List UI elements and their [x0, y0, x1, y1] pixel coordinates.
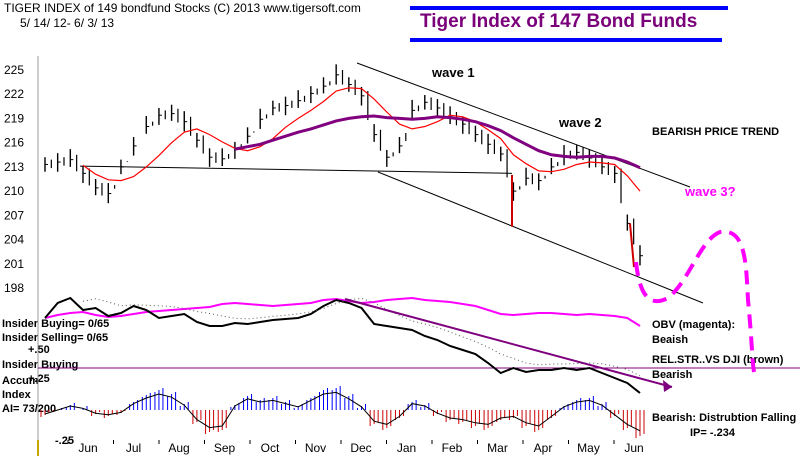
x-tick-label: Mar [487, 441, 508, 455]
wave3-label: wave 3? [685, 184, 736, 199]
y-tick-label: 213 [4, 160, 24, 174]
y-tick-label: 210 [4, 184, 24, 198]
x-tick-label: Aug [168, 441, 189, 455]
y-tick-label: 201 [4, 257, 24, 271]
ai-label: AI= 73/200 [2, 403, 57, 415]
x-tick-label: Sep [214, 441, 236, 455]
wave2-label: wave 2 [559, 115, 602, 130]
index-label: Index [2, 389, 31, 401]
channel-lower-line [377, 171, 704, 304]
y-tick-label: 225 [4, 63, 24, 77]
x-tick-label: May [577, 441, 600, 455]
accum-curve [44, 391, 641, 432]
relstr-state: Bearish [652, 369, 693, 381]
x-tick-label: Feb [442, 441, 463, 455]
obv-state: Beaish [652, 334, 689, 346]
trend-label: BEARISH PRICE TREND [652, 126, 780, 138]
obv-line [44, 296, 641, 327]
relstr-line [44, 296, 641, 394]
accum-label: Accum [2, 375, 39, 387]
relstr-label: REL.STR..VS DJI (brown) [652, 354, 784, 366]
x-tick-label: Jun [78, 441, 97, 455]
plus25-label: +.25 [28, 373, 50, 385]
chart-header: TIGER INDEX of 149 bondfund Stocks (C) 2… [4, 1, 361, 15]
y-tick-label: 222 [4, 87, 24, 101]
trendline-arrowhead [663, 380, 672, 392]
y-tick-label: 198 [4, 281, 24, 295]
support-line [79, 165, 513, 174]
wave3-projection [634, 229, 756, 373]
y-tick-label: 216 [4, 136, 24, 150]
obv-label: OBV (magenta): [652, 319, 736, 331]
x-tick-label: Jul [126, 441, 141, 455]
y-tick-label: 219 [4, 111, 24, 125]
channel-upper-line [356, 62, 691, 188]
ma-short-line [82, 87, 641, 192]
accum-state: Bearish: Distrubtion Falling [652, 412, 797, 424]
y-tick-label: 207 [4, 208, 24, 222]
minus25-label: -.25 [55, 435, 74, 447]
x-tick-label: Dec [350, 441, 371, 455]
x-tick-label: Oct [261, 441, 280, 455]
ip-label: IP= -.234 [690, 427, 735, 439]
x-tick-label: Nov [305, 441, 326, 455]
indicator-trendline [344, 298, 673, 388]
date-range: 5/ 14/ 12- 6/ 3/ 13 [20, 16, 115, 30]
x-tick-label: Jan [397, 441, 416, 455]
price-spike [629, 223, 635, 268]
plus50-label: +.50 [28, 344, 50, 356]
wave1-label: wave 1 [432, 65, 475, 80]
y-tick-label: 204 [4, 233, 24, 247]
x-tick-label: Jun [624, 441, 643, 455]
insider-selling-ratio: Insider Selling= 0/65 [2, 332, 109, 344]
insider-buying-ratio: Insider Buying= 0/65 [2, 318, 110, 330]
insider-buying-label: Insider Buying [2, 359, 79, 371]
banner-title: Tiger Index of 147 Bond Funds [420, 11, 698, 32]
ma-long-line [234, 114, 641, 170]
x-tick-label: Apr [534, 441, 553, 455]
